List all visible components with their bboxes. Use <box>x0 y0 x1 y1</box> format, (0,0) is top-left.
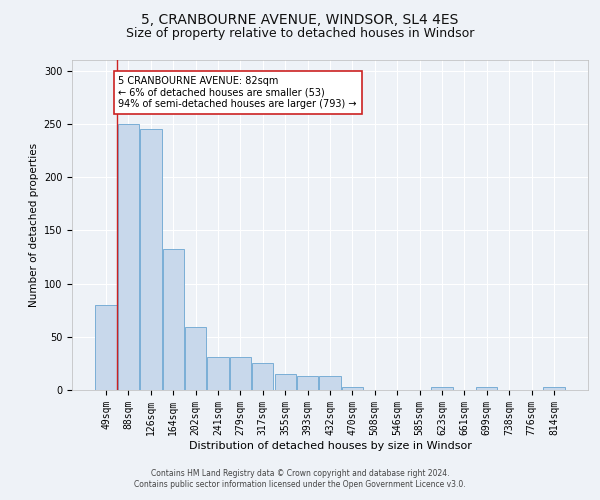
Bar <box>297 376 318 390</box>
X-axis label: Distribution of detached houses by size in Windsor: Distribution of detached houses by size … <box>188 440 472 450</box>
Bar <box>431 387 452 390</box>
Bar <box>476 387 497 390</box>
Y-axis label: Number of detached properties: Number of detached properties <box>29 143 40 307</box>
Bar <box>95 305 117 390</box>
Bar <box>208 357 229 390</box>
Text: Size of property relative to detached houses in Windsor: Size of property relative to detached ho… <box>126 28 474 40</box>
Bar <box>319 376 341 390</box>
Text: Contains public sector information licensed under the Open Government Licence v3: Contains public sector information licen… <box>134 480 466 489</box>
Text: Contains HM Land Registry data © Crown copyright and database right 2024.: Contains HM Land Registry data © Crown c… <box>151 468 449 477</box>
Bar <box>342 387 363 390</box>
Bar <box>275 374 296 390</box>
Bar <box>543 387 565 390</box>
Bar <box>230 357 251 390</box>
Bar <box>163 250 184 390</box>
Bar <box>118 124 139 390</box>
Text: 5 CRANBOURNE AVENUE: 82sqm
← 6% of detached houses are smaller (53)
94% of semi-: 5 CRANBOURNE AVENUE: 82sqm ← 6% of detac… <box>118 76 357 109</box>
Bar <box>185 327 206 390</box>
Bar <box>252 364 274 390</box>
Text: 5, CRANBOURNE AVENUE, WINDSOR, SL4 4ES: 5, CRANBOURNE AVENUE, WINDSOR, SL4 4ES <box>142 12 458 26</box>
Bar <box>140 129 161 390</box>
